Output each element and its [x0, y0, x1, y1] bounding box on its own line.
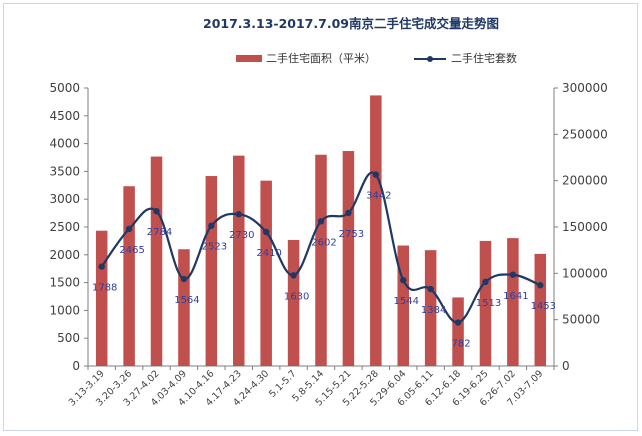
y-tick-label-left: 2000	[49, 248, 80, 262]
units-point	[208, 222, 215, 229]
y-tick-label-left: 4000	[49, 137, 80, 151]
y-tick-label-left: 500	[57, 331, 80, 345]
area-bar	[233, 155, 245, 366]
legend-bar-swatch	[236, 55, 262, 62]
area-bar	[95, 230, 108, 366]
data-label: 2410	[256, 248, 281, 259]
legend-line-marker	[427, 56, 433, 62]
units-point	[125, 225, 133, 233]
data-label: 2753	[339, 229, 364, 240]
area-bar	[315, 154, 327, 366]
y-tick-label-left: 1000	[49, 303, 80, 317]
area-bar	[424, 250, 437, 366]
y-tick-label-right: 50000	[562, 313, 600, 327]
data-label: 1544	[394, 296, 419, 307]
units-point	[400, 276, 407, 284]
data-label: 1513	[476, 298, 501, 309]
area-bar	[342, 151, 355, 366]
units-point	[262, 228, 270, 236]
data-label: 2784	[147, 227, 172, 238]
data-label: 3442	[366, 191, 391, 202]
units-point	[345, 209, 352, 217]
units-point	[427, 285, 434, 293]
area-bar	[123, 186, 135, 366]
y-tick-label-left: 4500	[49, 109, 80, 123]
area-bar	[370, 95, 382, 366]
y-tick-label-left: 0	[72, 359, 80, 373]
area-bar	[150, 156, 163, 366]
area-bar	[260, 180, 272, 366]
units-point	[537, 282, 544, 289]
units-point	[454, 319, 462, 326]
area-bar	[205, 176, 218, 366]
line-series	[98, 171, 544, 326]
data-label: 1641	[503, 291, 528, 302]
area-bar	[287, 239, 300, 366]
units-point	[290, 272, 297, 279]
data-label: 2602	[311, 237, 336, 248]
data-label: 1453	[531, 301, 556, 312]
bar-series	[95, 95, 547, 366]
data-label: 2730	[229, 230, 254, 241]
chart-title: 2017.3.13-2017.7.09南京二手住宅成交量走势图	[203, 16, 499, 31]
y-tick-label-right: 100000	[562, 266, 608, 280]
units-point	[482, 278, 489, 286]
units-point	[235, 211, 242, 218]
area-bar	[507, 238, 519, 366]
data-label: 2465	[119, 245, 144, 256]
area-bar	[479, 240, 492, 366]
y-tick-label-left: 2500	[49, 220, 80, 234]
y-tick-label-left: 1500	[49, 276, 80, 290]
area-bar	[397, 245, 409, 366]
y-tick-label-left: 3500	[49, 164, 80, 178]
data-label: 1564	[174, 295, 199, 306]
y-tick-label-right: 0	[562, 359, 570, 373]
data-label: 1788	[92, 283, 117, 294]
area-bar	[534, 253, 547, 366]
y-tick-label-right: 200000	[562, 174, 608, 188]
y-tick-label-left: 3000	[49, 192, 80, 206]
area-bar	[452, 297, 464, 366]
legend: 二手住宅面积（平米） 二手住宅套数	[236, 51, 517, 65]
legend-bar-label: 二手住宅面积（平米）	[266, 51, 376, 65]
data-label: 2523	[202, 242, 227, 253]
data-label: 1384	[421, 305, 446, 316]
units-point	[180, 275, 188, 283]
y-tick-label-right: 250000	[562, 127, 608, 141]
y-tick-label-left: 5000	[49, 81, 80, 95]
units-point	[317, 218, 325, 225]
data-label: 782	[452, 339, 471, 350]
data-label: 1630	[284, 291, 309, 302]
legend-line-label: 二手住宅套数	[451, 51, 517, 65]
units-point	[98, 263, 105, 270]
area-bar	[178, 249, 190, 366]
y-tick-label-right: 150000	[562, 220, 608, 234]
units-point	[372, 171, 380, 178]
units-point	[153, 208, 160, 215]
units-point	[509, 271, 517, 278]
y-tick-label-right: 300000	[562, 81, 608, 95]
